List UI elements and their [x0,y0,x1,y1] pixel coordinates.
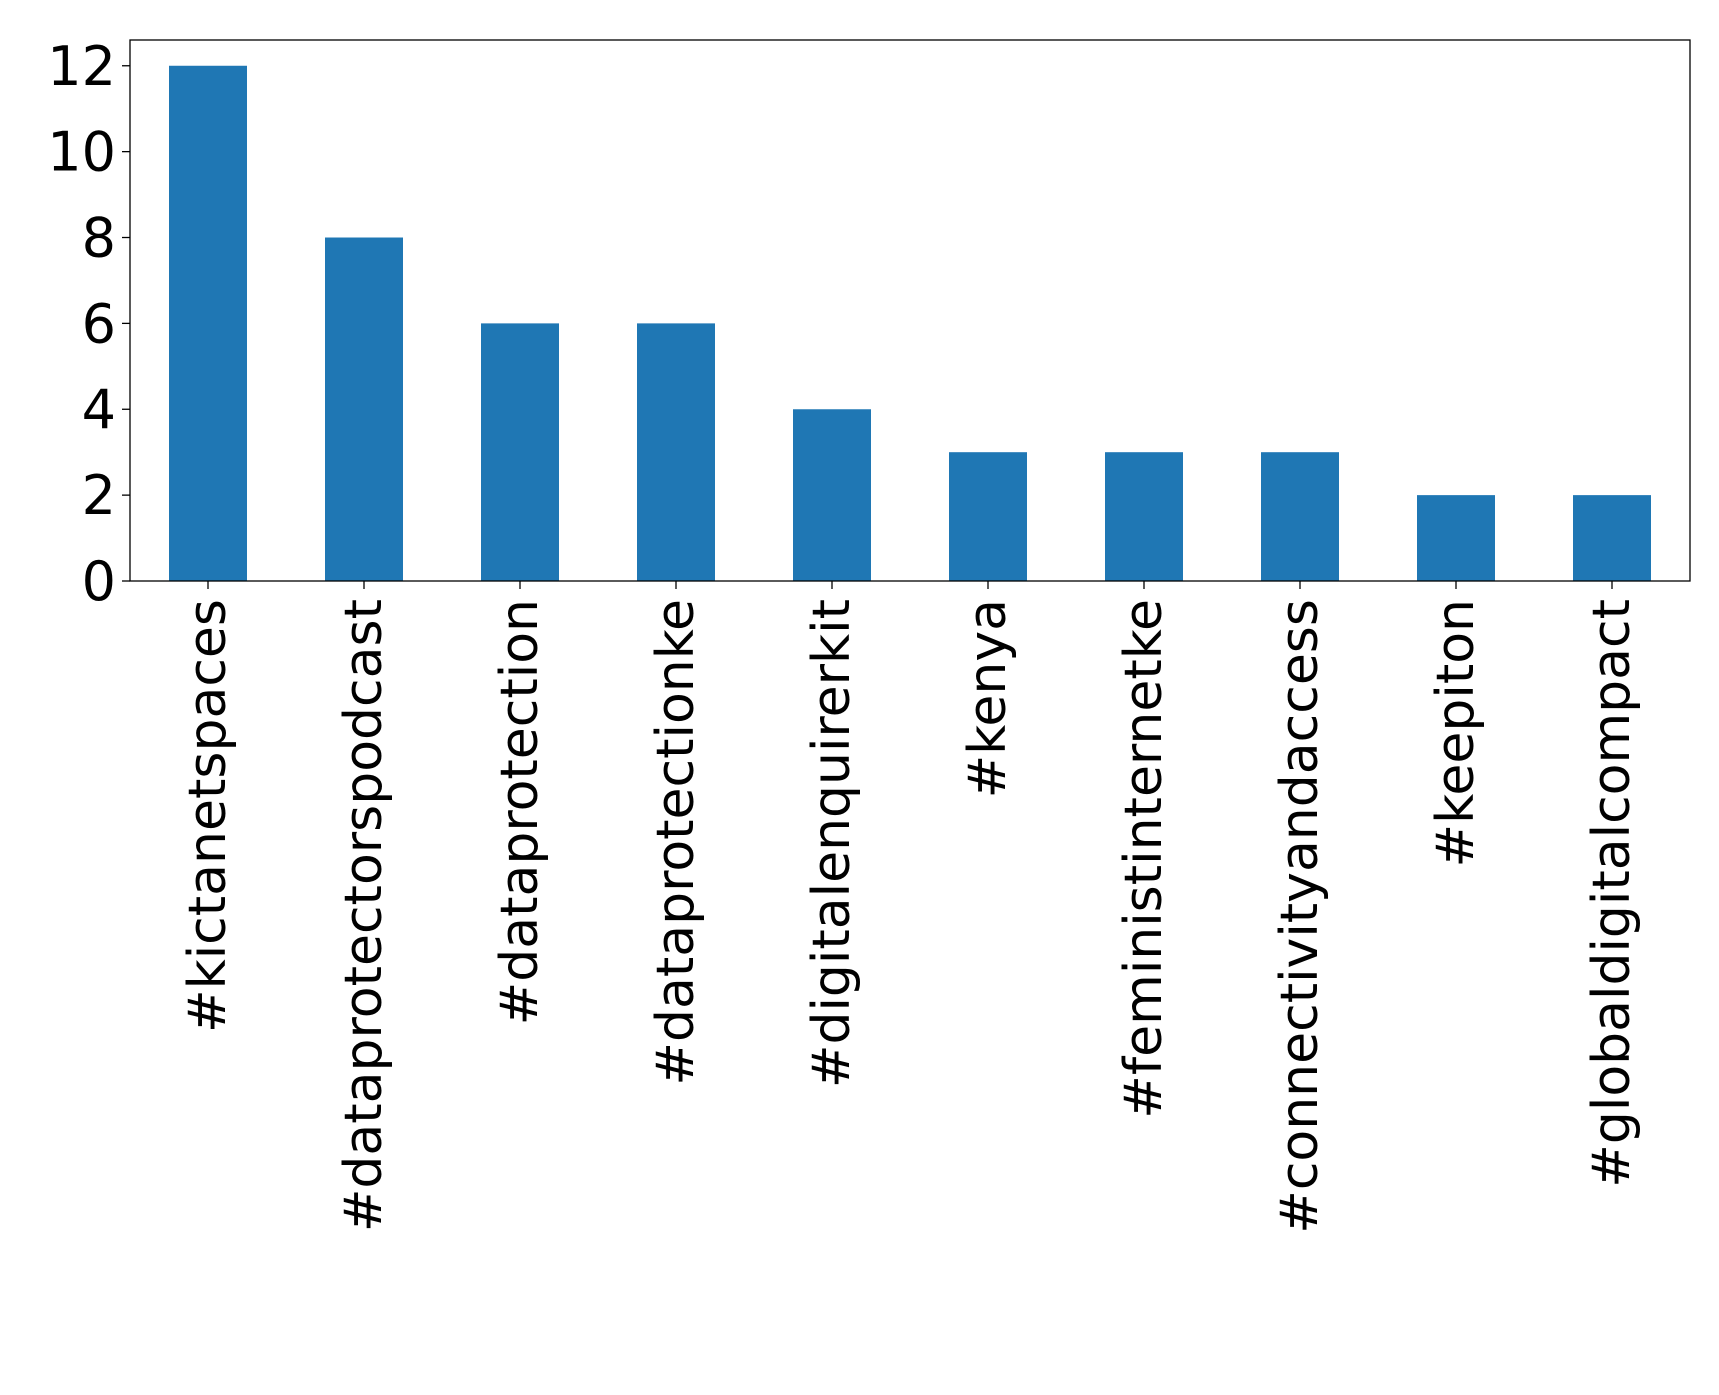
bar [481,323,559,581]
bar [169,65,247,581]
y-tick-label: 4 [82,378,116,441]
x-tick-label: #digitalenquirerkit [802,599,862,1088]
x-tick-label: #globaldigitalcompact [1582,599,1642,1188]
bar [1261,452,1339,581]
bar [637,323,715,581]
x-tick-label: #kenya [958,599,1018,798]
plot-frame [129,39,1691,582]
x-tick-label: #dataprotectorspodcast [334,599,394,1232]
y-tick-label: 8 [82,207,116,270]
y-tick-label: 6 [82,292,116,355]
y-tick-label: 0 [82,550,116,613]
x-tick-label: #connectivityandaccess [1270,599,1330,1234]
bars-layer [169,65,1651,581]
bar [325,237,403,581]
y-tick-label: 12 [47,35,116,98]
y-tick-label: 2 [82,464,116,527]
x-tick-label: #dataprotection [490,599,550,1025]
bar [1105,452,1183,581]
x-tick-label: #feministinternetke [1114,599,1174,1119]
bar [1417,495,1495,581]
bar [793,409,871,581]
bar [1573,495,1651,581]
bar [949,452,1027,581]
x-tick-label: #keepiton [1426,599,1486,867]
y-axis: 0 2 4 6 8 10 12 [47,35,130,613]
y-tick-label: 10 [47,121,116,184]
x-axis: #kictanetspaces #dataprotectorspodcast #da… [178,581,1642,1234]
x-tick-label: #dataprotectionke [646,599,706,1086]
x-tick-label: #kictanetspaces [178,599,238,1033]
